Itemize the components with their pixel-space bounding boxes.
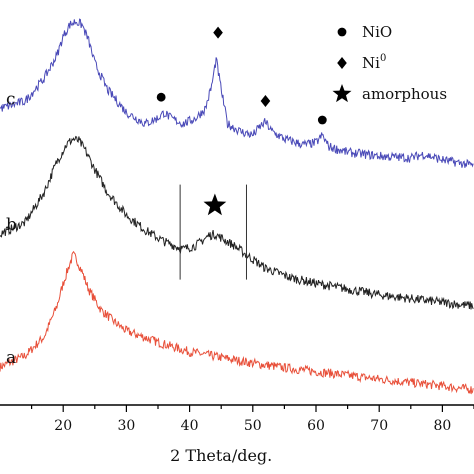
legend-diamond-marker bbox=[337, 57, 347, 69]
series-labels: a b c bbox=[6, 90, 17, 368]
peak-markers bbox=[156, 26, 327, 216]
legend-label-3: amorphous bbox=[362, 85, 447, 103]
legend-superscript: 0 bbox=[380, 53, 386, 64]
series-curves bbox=[0, 18, 474, 395]
diamond-peak-marker-2 bbox=[213, 26, 223, 39]
x-axis-title: 2 Theta/deg. bbox=[170, 446, 272, 465]
x-tick-label: 70 bbox=[370, 418, 388, 434]
x-tick-label: 60 bbox=[307, 418, 325, 434]
x-tick-label: 20 bbox=[54, 418, 72, 434]
x-tick-label: 40 bbox=[181, 418, 199, 434]
star-peak-marker-5 bbox=[203, 193, 227, 216]
series-line-b bbox=[0, 135, 474, 310]
series-line-a bbox=[0, 250, 474, 395]
circle-peak-marker-4 bbox=[317, 115, 327, 125]
legend: NiO Ni0 amorphous bbox=[332, 23, 447, 103]
legend-circle-marker bbox=[337, 27, 347, 37]
legend-star-marker bbox=[332, 84, 352, 103]
series-line-c bbox=[0, 18, 474, 168]
reference-lines bbox=[179, 184, 247, 280]
x-axis: 20 30 40 50 60 70 80 2 Theta/deg. bbox=[0, 404, 474, 465]
x-tick-label: 50 bbox=[244, 418, 262, 434]
diamond-peak-marker-3 bbox=[260, 95, 271, 107]
x-tick-label: 80 bbox=[433, 418, 451, 434]
series-label-a: a bbox=[6, 348, 16, 368]
series-label-c: c bbox=[6, 90, 16, 110]
circle-peak-marker-1 bbox=[156, 92, 166, 102]
x-tick-label: 30 bbox=[117, 418, 135, 434]
series-label-b: b bbox=[6, 215, 17, 235]
legend-label-2: Ni0 bbox=[362, 53, 386, 72]
legend-label-1: NiO bbox=[362, 23, 392, 41]
